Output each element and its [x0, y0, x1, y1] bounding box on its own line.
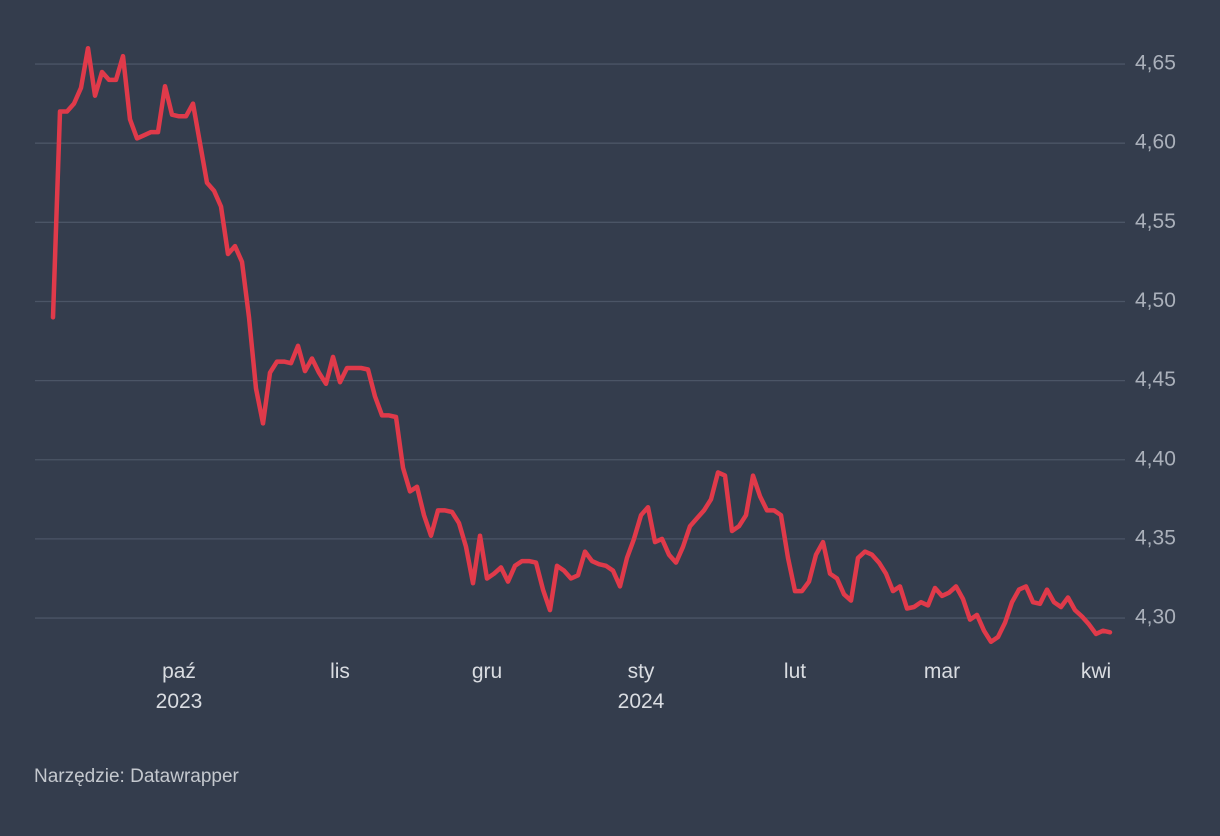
x-tick-label: kwi [1080, 660, 1112, 683]
y-tick-label: 4,35 [1135, 526, 1176, 549]
y-tick-label: 4,30 [1135, 606, 1176, 629]
y-tick-label: 4,45 [1135, 368, 1176, 391]
x-tick-label: lut [783, 660, 807, 683]
x-tick-label: mar [923, 660, 961, 683]
y-tick-label: 4,60 [1135, 131, 1176, 154]
x-tick-label: sty 2024 [617, 660, 665, 713]
y-tick-label: 4,50 [1135, 289, 1176, 312]
source-note: Narzędzie: Datawrapper [34, 766, 239, 787]
x-tick-label: lis [330, 660, 350, 683]
x-tick-label: gru [471, 660, 503, 683]
line-series [50, 45, 1113, 645]
x-tick-label: paź 2023 [155, 660, 203, 713]
y-tick-label: 4,65 [1135, 52, 1176, 75]
y-tick-label: 4,55 [1135, 210, 1176, 233]
y-tick-label: 4,40 [1135, 447, 1176, 470]
